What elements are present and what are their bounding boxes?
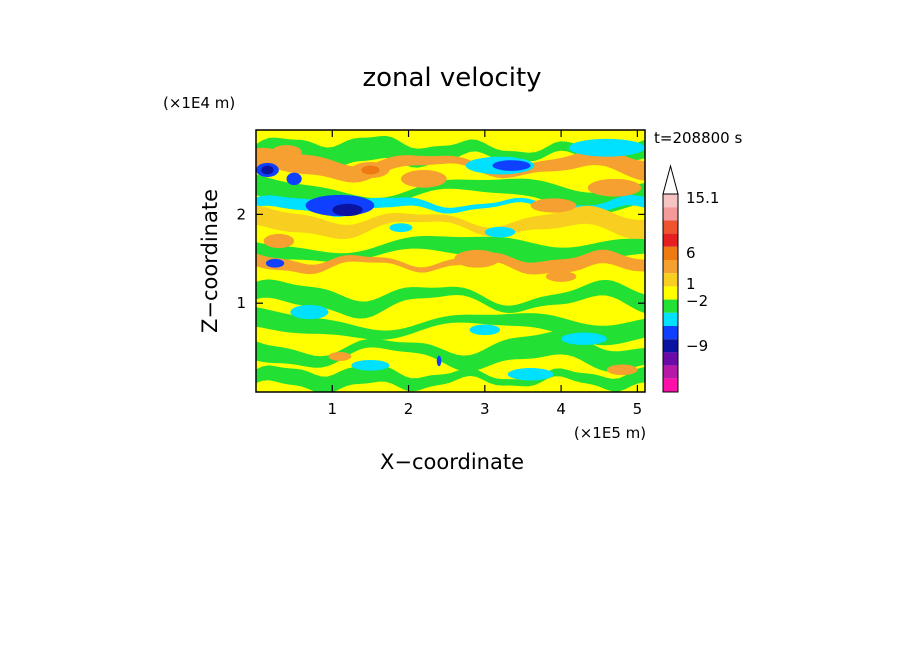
y-tick-label: 2 [236,205,246,223]
colorbar-labels: 15.1 6 1 −2 −9 [686,189,719,355]
contour-blob [261,165,274,175]
contour-blob [361,165,380,175]
contour-blob [454,249,501,268]
colorbar-swatch [663,233,678,247]
colorbar-swatch [663,326,678,340]
x-tick-label: 1 [328,400,338,418]
contour-blobs [256,138,645,381]
contour-band [256,249,645,275]
colorbar-label: 6 [686,244,696,262]
colorbar-swatch [663,273,678,287]
contour-band [256,205,645,240]
contour-blob [290,304,329,320]
contour-band [256,330,645,372]
heatmap-plot-area [256,130,645,392]
contour-blob [568,138,645,157]
contour-blob [351,360,390,371]
colorbar-swatch [663,312,678,326]
x-axis-label: X−coordinate [380,450,524,474]
contour-blob [263,233,295,249]
colorbar [662,164,679,393]
contour-band [256,307,645,346]
y-axis-label: Z−coordinate [198,189,222,333]
contour-blob [328,352,352,361]
y-tick-label: 1 [236,294,246,312]
x-axis-ticks: 1 2 3 4 5 [328,130,643,418]
chart-title: zonal velocity [362,63,541,93]
contour-blob [587,178,642,197]
y-axis-ticks: 12 [236,205,645,312]
contour-blob [286,172,302,186]
colorbar-swatch [663,246,678,260]
contour-blob [332,203,363,217]
contour-blob [507,368,554,381]
contour-blob [492,160,531,171]
contour-band [256,147,645,183]
contour-blob [484,226,516,238]
x-tick-label: 4 [556,400,566,418]
colorbar-swatch [663,352,678,366]
contour-band [256,279,645,319]
contour-blob [469,324,501,336]
colorbar-label: 1 [686,275,696,293]
colorbar-swatch [663,365,678,379]
contour-blob [271,145,302,160]
colorbar-label: −9 [686,337,708,355]
colorbar-frame [662,193,679,393]
contour-blob [265,258,285,268]
colorbar-swatch [663,194,678,208]
contour-blob [436,355,442,367]
time-label: t=208800 s [654,129,742,147]
colorbar-swatch [663,220,678,234]
contour-blob [400,169,447,188]
colorbar-label: 15.1 [686,189,719,207]
colorbar-swatch [663,299,678,313]
colorbar-label: −2 [686,292,708,310]
contour-blob [389,223,413,233]
y-axis-unit: (×1E4 m) [163,94,235,112]
x-axis-unit: (×1E5 m) [574,424,646,442]
x-tick-label: 5 [633,400,643,418]
colorbar-swatch [663,339,678,353]
contour-band [256,135,645,171]
colorbar-swatch [663,260,678,274]
colorbar-swatch [663,207,678,221]
x-tick-label: 3 [480,400,490,418]
contour-blob [561,332,607,345]
contour-blob [606,364,638,376]
colorbar-swatch [663,378,678,392]
x-tick-label: 2 [404,400,414,418]
contour-blob [530,198,577,213]
plot-frame [255,129,646,393]
contour-blob [545,271,577,282]
colorbar-arrow [662,164,679,195]
colorbar-swatch [663,286,678,300]
